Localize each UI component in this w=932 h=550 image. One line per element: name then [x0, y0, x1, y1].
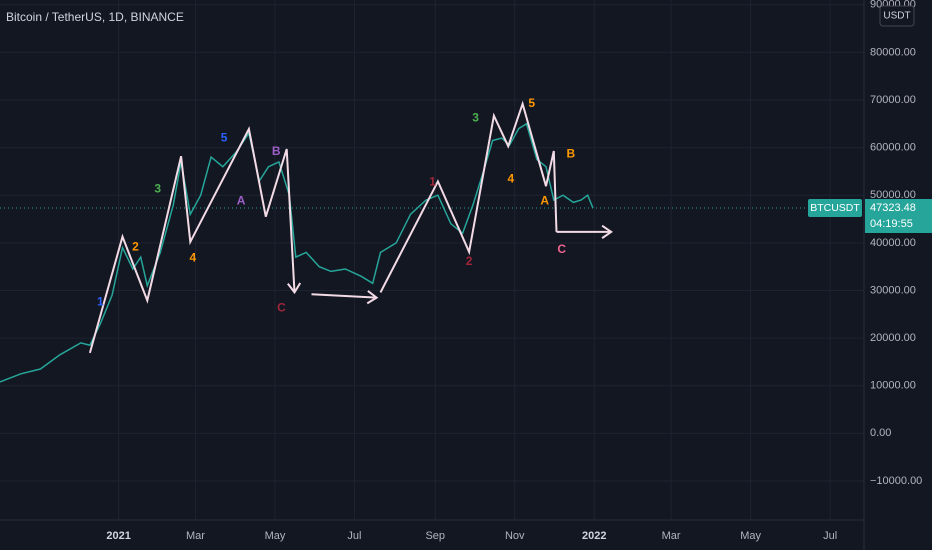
wave-label: 5	[221, 130, 228, 144]
wave-label: A	[540, 194, 549, 208]
x-tick-label: Mar	[186, 530, 205, 542]
y-tick-label: 50000.00	[870, 189, 916, 201]
wave-label: 5	[528, 96, 535, 110]
grid	[0, 0, 864, 520]
wave-label: 1	[429, 175, 436, 189]
y-tick-label: 80000.00	[870, 46, 916, 58]
x-tick-label: 2022	[582, 530, 606, 542]
wave-label: 2	[466, 254, 473, 268]
wave-label: B	[566, 146, 575, 160]
y-tick-label: 30000.00	[870, 284, 916, 296]
wave-label: C	[557, 242, 566, 256]
symbol-label: BTCUSDT	[810, 202, 860, 214]
wave-label: 4	[190, 250, 197, 264]
wave-label: B	[272, 144, 281, 158]
wave-label: 4	[507, 172, 514, 186]
price-line	[0, 122, 594, 383]
currency-button-frame[interactable]	[879, 5, 915, 27]
axes: 90000.00 80000.00 70000.00 60000.00 50000.00…	[106, 0, 932, 542]
wave-label: 1	[97, 295, 104, 309]
y-tick-label: −10000.00	[870, 475, 922, 487]
arrow-head	[601, 224, 613, 239]
y-tick-label: 60000.00	[870, 142, 916, 154]
x-tick-label: Mar	[662, 530, 681, 542]
x-tick-label: Sep	[425, 530, 445, 542]
x-tick-label: Jul	[347, 530, 361, 542]
x-tick-label: May	[265, 530, 286, 542]
currency-button[interactable]: USDT	[883, 11, 910, 22]
symbol-label-bg	[808, 198, 862, 217]
wave-drawing	[379, 100, 558, 293]
x-tick-label: Jul	[823, 530, 837, 542]
wave-label: A	[237, 194, 246, 208]
y-tick-label: 0.00	[870, 427, 891, 439]
countdown: 04:19:55	[870, 218, 913, 230]
wave-drawing	[311, 293, 377, 299]
y-tick-label: 10000.00	[870, 380, 916, 392]
last-price-bg	[865, 198, 932, 233]
wave-label: 2	[132, 239, 139, 253]
y-tick-label: 90000.00	[870, 0, 916, 11]
wave-label: 3	[472, 111, 479, 125]
y-tick-label: 70000.00	[870, 94, 916, 106]
x-tick-label: Nov	[505, 530, 525, 542]
wave-label: C	[277, 301, 286, 315]
x-tick-label: May	[740, 530, 761, 542]
last-price-label: 47323.48	[870, 202, 916, 214]
wave-drawing	[88, 125, 296, 354]
wave-label: 3	[154, 182, 161, 196]
x-tick-label: 2021	[106, 530, 130, 542]
y-tick-label: 40000.00	[870, 237, 916, 249]
arrow-head	[366, 290, 379, 305]
plot: 1 2 3 4 5 A B C 1 2 3 4 5 A B C	[0, 96, 864, 383]
chart-title: Bitcoin / TetherUS, 1D, BINANCE	[6, 10, 184, 24]
y-tick-label: 20000.00	[870, 332, 916, 344]
arrow-head	[287, 282, 302, 295]
